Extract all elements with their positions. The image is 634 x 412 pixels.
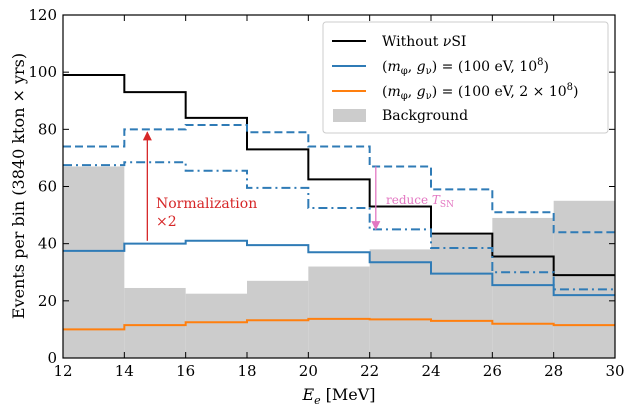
ticks-layer: 12 14 16 18 20 22 24 26 28 30 0 20 40 60 80 100 120 xyxy=(28,6,624,380)
y-tick-label-40: 40 xyxy=(38,235,57,253)
legend-label-coupling-2e8: (mφ, gν) = (100 eV, 2 × 108) xyxy=(382,82,579,102)
y-tick-label-0: 0 xyxy=(47,349,57,367)
reduce-label-word: reduce xyxy=(386,193,432,207)
x-tick-label-22: 22 xyxy=(360,362,379,380)
legend-label-background: Background xyxy=(382,108,468,124)
background-bin-2 xyxy=(185,293,247,358)
y-tick-label-60: 60 xyxy=(38,178,57,196)
x-tick-label-30: 30 xyxy=(605,362,624,380)
y-tick-label-80: 80 xyxy=(38,120,57,138)
x-tick-label-16: 16 xyxy=(176,362,195,380)
background-bin-4 xyxy=(308,266,370,358)
series-line-3 xyxy=(63,161,615,291)
x-tick-label-12: 12 xyxy=(53,362,72,380)
series-line-0 xyxy=(63,74,615,277)
background-layer xyxy=(63,166,615,358)
x-tick-label-24: 24 xyxy=(421,362,440,380)
y-tick-label-20: 20 xyxy=(38,292,57,310)
series-line-1 xyxy=(63,239,615,297)
series-layer xyxy=(63,74,615,331)
background-bin-1 xyxy=(124,287,186,358)
reduce-label-symbol: T xyxy=(432,193,441,207)
background-bin-8 xyxy=(553,200,615,358)
reduce-label-subscript: SN xyxy=(440,200,454,210)
x-tick-label-28: 28 xyxy=(544,362,563,380)
x-tick-label-20: 20 xyxy=(299,362,318,380)
legend-label-without-nusi: Without νSI xyxy=(382,34,466,50)
annotation-layer xyxy=(142,131,381,241)
background-bin-6 xyxy=(431,235,493,358)
y-tick-label-120: 120 xyxy=(28,6,57,24)
y-axis-title: Events per bin (3840 kton × yrs) xyxy=(9,53,28,319)
legend: Without νSI (mφ, gν) = (100 eV, 108) (mφ… xyxy=(322,21,609,134)
legend-swatch-background xyxy=(333,109,366,122)
normalization-factor-label: ×2 xyxy=(156,214,177,230)
x-axis-title: Ee [MeV] xyxy=(301,385,375,407)
reduce-tsn-label: reduce TSN xyxy=(386,193,454,210)
background-bin-0 xyxy=(63,166,125,358)
background-bin-7 xyxy=(492,217,554,358)
legend-label-coupling-1e8: (mφ, gν) = (100 eV, 108) xyxy=(382,57,549,77)
x-tick-label-18: 18 xyxy=(237,362,256,380)
normalization-label: Normalization xyxy=(156,196,257,212)
legend-box xyxy=(322,21,609,134)
x-tick-label-26: 26 xyxy=(483,362,502,380)
y-tick-label-100: 100 xyxy=(28,63,57,81)
series-line-4 xyxy=(63,317,615,331)
background-bin-5 xyxy=(369,249,431,358)
series-line-2 xyxy=(63,124,615,234)
x-tick-label-14: 14 xyxy=(115,362,134,380)
